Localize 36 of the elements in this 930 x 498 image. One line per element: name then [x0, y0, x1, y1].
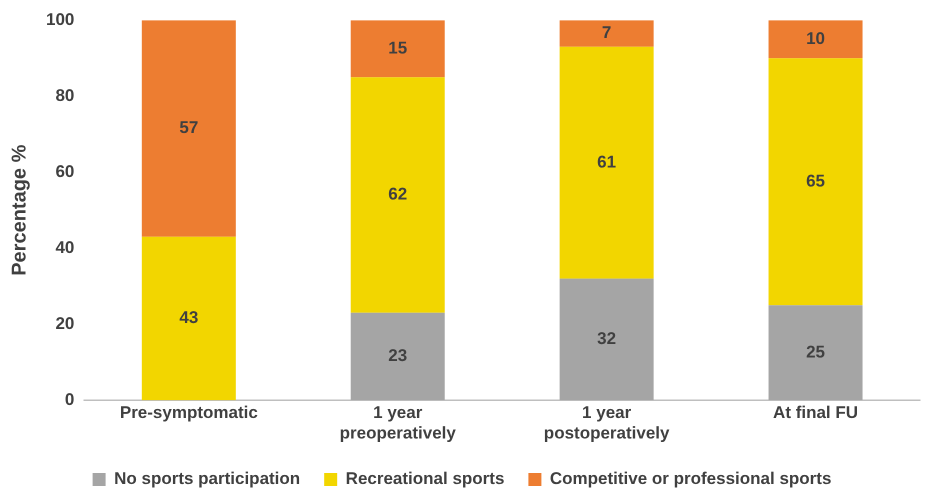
- y-tick-label: 100: [46, 10, 74, 29]
- x-tick-label: At final FU: [773, 403, 858, 422]
- data-label: 7: [602, 23, 612, 42]
- data-label: 62: [388, 184, 408, 204]
- data-label: 65: [806, 171, 826, 190]
- bar: [768, 305, 863, 400]
- bar: [768, 58, 863, 306]
- bar: [560, 46, 654, 279]
- bar: [142, 20, 236, 237]
- bar: [350, 20, 445, 78]
- y-tick-label: 60: [55, 162, 74, 181]
- x-tick-label: 1 year postoperatively: [544, 403, 670, 442]
- data-label: 23: [388, 346, 408, 366]
- data-label: 57: [179, 118, 198, 138]
- data-label: 25: [806, 342, 826, 362]
- y-tick-label: 0: [64, 390, 74, 409]
- y-axis-title: Percentage %: [8, 144, 31, 276]
- data-label: 61: [597, 152, 616, 172]
- bar: [560, 278, 654, 400]
- legend-label: Recreational sports: [346, 469, 504, 488]
- legend-label: No sports participation: [114, 469, 300, 488]
- y-tick-label: 20: [55, 314, 74, 333]
- bar: [350, 312, 445, 400]
- bar: [142, 236, 236, 400]
- data-label: 10: [806, 28, 826, 48]
- bar: [768, 20, 863, 58]
- bar: [560, 20, 654, 47]
- bar: [350, 77, 445, 313]
- y-tick-label: 80: [55, 86, 74, 105]
- data-label: 43: [179, 308, 198, 328]
- data-label: 15: [388, 38, 408, 58]
- legend-label: Competitive or professional sports: [550, 469, 832, 488]
- data-label: 32: [597, 329, 616, 348]
- x-tick-label: 1 year preoperatively: [340, 403, 456, 442]
- x-tick-label: Pre-symptomatic: [120, 403, 258, 422]
- y-tick-label: 40: [55, 238, 74, 257]
